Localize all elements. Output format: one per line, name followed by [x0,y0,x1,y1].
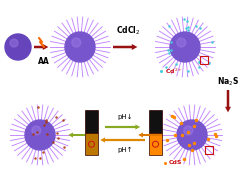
Bar [85,110,98,133]
Circle shape [177,120,207,150]
Circle shape [65,32,95,62]
Text: pH↓: pH↓ [117,114,133,120]
Bar [200,56,208,64]
Circle shape [32,126,41,135]
Circle shape [170,32,200,62]
FancyArrow shape [113,44,137,50]
Bar [149,133,162,155]
Bar [205,146,213,154]
FancyArrow shape [34,44,48,50]
FancyArrow shape [105,125,140,129]
Text: CdCl$_2$: CdCl$_2$ [116,25,140,37]
FancyArrow shape [138,132,162,138]
Text: CdS: CdS [169,160,182,166]
Circle shape [5,34,31,60]
Bar [149,110,162,133]
FancyArrow shape [100,138,145,143]
Text: Na$_2$S: Na$_2$S [217,76,239,88]
Circle shape [25,120,55,150]
Circle shape [10,39,18,47]
Bar [85,133,98,155]
Circle shape [177,38,186,47]
Text: pH↑: pH↑ [117,147,133,153]
FancyArrow shape [225,90,231,112]
Circle shape [72,38,81,47]
Text: Cd$^{2+}$: Cd$^{2+}$ [165,66,183,76]
FancyArrow shape [68,132,85,138]
Text: AA: AA [38,57,50,66]
Circle shape [184,126,193,135]
